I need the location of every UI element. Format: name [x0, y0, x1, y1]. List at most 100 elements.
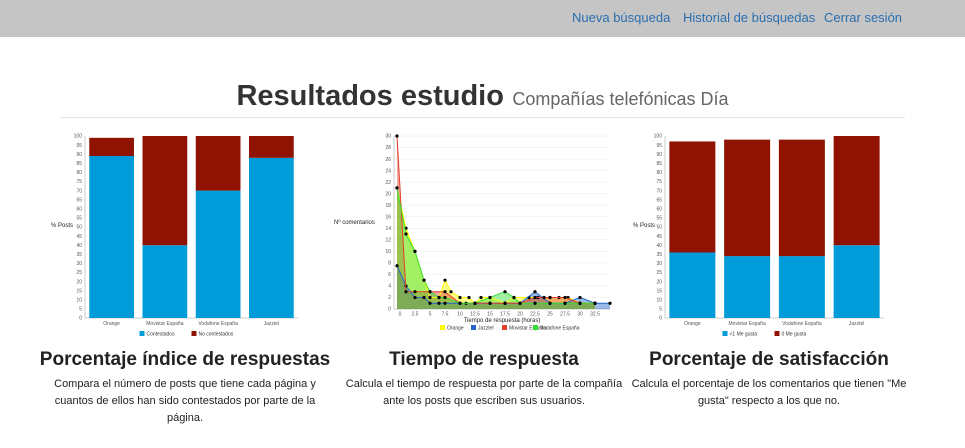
x-tick-label: 30: [577, 312, 583, 318]
y-tick-label: 90: [76, 152, 82, 158]
y-tick-label: 100: [74, 134, 83, 140]
response-rate-chart: 0 5 10 15 20 25 30 35 40 45 50 55 60 65 70 75 80 85 90 95 10…: [51, 134, 298, 338]
legend-label: Jazztel: [478, 326, 494, 332]
y-tick-label: 26: [385, 157, 391, 163]
y-tick-label: 50: [656, 225, 662, 231]
legend-swatch: [191, 331, 197, 336]
y-tick-label: 12: [385, 238, 391, 244]
y-tick-label: 14: [385, 226, 391, 232]
panel-title: Tiempo de respuesta: [389, 349, 579, 370]
data-point: [473, 301, 477, 305]
series-area: [397, 136, 595, 309]
series-line: [396, 187, 595, 304]
y-tick-label: 25: [656, 270, 662, 276]
data-point: [503, 290, 507, 294]
y-tick-label: 85: [656, 161, 662, 167]
series-line: [396, 135, 595, 304]
series-area: [397, 265, 610, 309]
x-tick-label: 25: [547, 312, 553, 318]
legend-label: Movistar España: [509, 326, 546, 332]
bar-segment: [778, 139, 825, 257]
data-point: [518, 301, 522, 305]
data-point: [548, 301, 552, 305]
bar-segment: [724, 139, 771, 257]
y-tick-label: 0: [659, 316, 662, 322]
y-tick-label: 55: [656, 216, 662, 222]
bar-segment: [833, 245, 880, 318]
panel-description: Calcula el tiempo de respuesta por parte…: [345, 378, 623, 407]
legend-swatch: [533, 325, 538, 330]
panel-response-rate: 0 5 10 15 20 25 30 35 40 45 50 55 60 65 70 75 80 85 90 95 10…: [35, 128, 335, 448]
bar-segment: [142, 245, 188, 318]
x-tick-label: 32.5: [590, 312, 600, 318]
satisfaction-chart: 0 5 10 15 20 25 30 35 40 45 50 55 60 65 70 75 80 85 90 95 10…: [633, 134, 884, 338]
y-tick-label: 65: [656, 197, 662, 203]
y-axis-label: Nº comentarios: [334, 219, 375, 226]
data-point: [395, 186, 399, 190]
y-tick-label: 30: [76, 261, 82, 267]
series-area: [397, 187, 595, 309]
y-tick-label: 35: [656, 252, 662, 258]
data-point: [578, 301, 582, 305]
nav-new-search-link[interactable]: Nueva búsqueda: [572, 10, 671, 25]
top-navbar: Nueva búsqueda Historial de búsquedas Ce…: [0, 0, 965, 37]
panel-satisfaction: 0 5 10 15 20 25 30 35 40 45 50 55 60 65 70 75 80 85 90 95 10…: [619, 128, 919, 448]
data-point: [428, 301, 432, 305]
data-point: [548, 295, 552, 300]
data-point: [542, 295, 546, 300]
nav-search-history-link[interactable]: Historial de búsquedas: [683, 10, 816, 25]
bar-segment: [89, 137, 134, 157]
data-point: [533, 295, 537, 300]
legend-label: Orange: [447, 326, 464, 332]
legend-swatch: [440, 325, 445, 330]
y-tick-label: 4: [388, 284, 391, 290]
y-axis-label: % Posts: [633, 223, 655, 229]
x-tick-label: Orange: [684, 321, 701, 327]
data-point: [422, 278, 426, 282]
y-tick-label: 85: [76, 161, 82, 167]
y-tick-label: 70: [76, 188, 82, 194]
panel-title: Porcentaje índice de respuestas: [39, 349, 331, 370]
y-tick-label: 90: [656, 152, 662, 158]
legend-swatch: [471, 325, 476, 330]
y-tick-label: 80: [76, 170, 82, 176]
y-tick-label: 70: [656, 188, 662, 194]
y-tick-label: 16: [385, 214, 391, 220]
y-tick-label: 55: [76, 216, 82, 222]
data-point: [413, 290, 417, 294]
data-point: [443, 295, 447, 300]
y-axis-label: % Posts: [51, 223, 73, 229]
data-point: [488, 301, 492, 305]
page-subtitle: Compañías telefónicas Día: [512, 89, 729, 109]
bar-segment: [669, 141, 716, 253]
x-axis-label: Tiempo de respuesta (horas): [464, 318, 541, 324]
page-title: Resultados estudio: [236, 80, 504, 112]
bar-segment: [249, 157, 294, 318]
x-tick-label: Vodafone España: [782, 321, 822, 327]
data-point: [533, 301, 537, 305]
x-tick-label: 10: [457, 312, 463, 318]
y-tick-label: 10: [656, 298, 662, 304]
x-tick-label: Vodafone España: [198, 321, 238, 327]
bar-segment: [142, 136, 188, 246]
x-tick-label: Orange: [103, 321, 120, 327]
data-point: [413, 295, 417, 300]
data-point: [395, 134, 399, 138]
data-point: [512, 295, 516, 300]
panel-response-time: 0 2 4 6 8 10 12 14 16 18 20 22 24 26 28 30 0 2.5 5 7.5 10 12.…: [334, 128, 634, 448]
panel-description: Compara el número de posts que tiene cad…: [54, 378, 316, 424]
legend-swatch: [502, 325, 507, 330]
y-tick-label: 45: [76, 234, 82, 240]
x-tick-label: Jazztel: [264, 321, 280, 327]
legend-label: <1 Me gusta: [730, 332, 758, 338]
data-point: [467, 295, 471, 300]
bar-segment: [778, 256, 825, 318]
y-tick-label: 2: [388, 295, 391, 301]
nav-logout-link[interactable]: Cerrar sesión: [824, 10, 903, 25]
data-point: [437, 301, 441, 305]
x-tick-label: 15: [487, 312, 493, 318]
data-point: [443, 301, 447, 305]
data-point: [593, 301, 597, 305]
legend-swatch: [774, 331, 780, 336]
